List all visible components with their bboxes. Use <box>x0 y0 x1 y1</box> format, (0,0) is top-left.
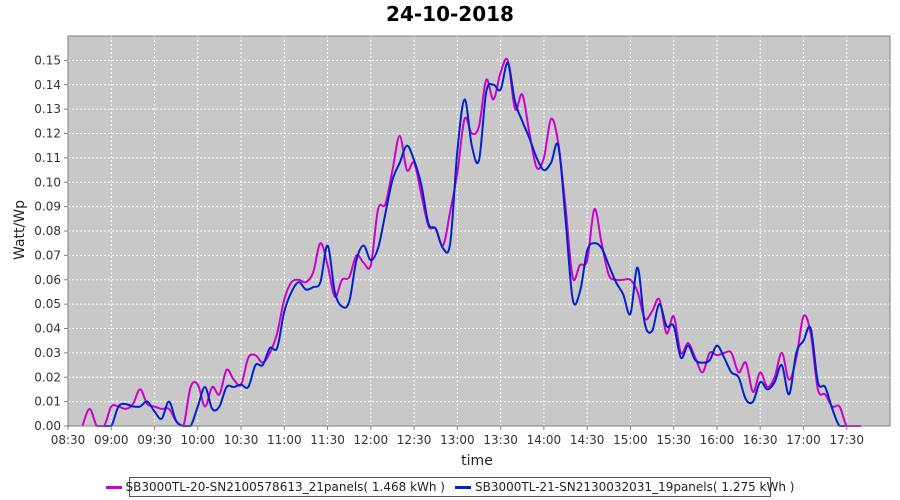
y-tick-label: 0.10 <box>34 175 61 189</box>
x-axis-label: time <box>461 453 493 469</box>
y-tick-label: 0.11 <box>34 151 61 165</box>
legend-label-series-2: SB3000TL-21-SN2130032031_19panels( 1.275… <box>475 480 795 494</box>
x-tick-label: 11:30 <box>310 433 345 447</box>
y-tick-label: 0.03 <box>34 346 61 360</box>
legend-label-series-1: SB3000TL-20-SN2100578613_21panels( 1.468… <box>125 480 445 494</box>
x-tick-label: 09:00 <box>94 433 129 447</box>
x-tick-label: 14:00 <box>527 433 562 447</box>
legend: SB3000TL-20-SN2100578613_21panels( 1.468… <box>105 477 794 497</box>
x-tick-label: 10:00 <box>180 433 215 447</box>
series-line-2 <box>104 61 847 427</box>
x-tick-label: 13:00 <box>440 433 475 447</box>
x-tick-label: 11:00 <box>267 433 302 447</box>
series-layer <box>81 57 862 427</box>
x-tick-label: 15:00 <box>613 433 648 447</box>
y-tick-label: 0.01 <box>34 395 61 409</box>
chart-title: 24-10-2018 <box>386 2 514 26</box>
series-line-1 <box>81 57 862 427</box>
y-tick-label: 0.08 <box>34 224 61 238</box>
y-tick-label: 0.12 <box>34 127 61 141</box>
legend-item-series-1: SB3000TL-20-SN2100578613_21panels( 1.468… <box>105 480 445 494</box>
y-tick-label: 0.02 <box>34 370 61 384</box>
legend-swatch-series-2 <box>455 485 471 489</box>
legend-swatch-series-1 <box>105 485 122 489</box>
y-tick-label: 0.14 <box>34 78 61 92</box>
y-tick-label: 0.15 <box>34 53 61 67</box>
x-tick-label: 09:30 <box>137 433 172 447</box>
x-axis: 08:30 09:00 09:30 10:00 10:30 11:00 11:30 12:00… <box>51 426 864 447</box>
y-tick-label: 0.13 <box>34 102 61 116</box>
x-tick-label: 17:00 <box>786 433 821 447</box>
y-axis-label: Watt/Wp <box>12 200 28 260</box>
y-tick-label: 0.05 <box>34 297 61 311</box>
x-tick-label: 12:30 <box>397 433 432 447</box>
x-tick-label: 17:30 <box>829 433 864 447</box>
y-axis: 0.00 0.01 0.02 0.03 0.04 0.05 0.06 0.07 0.08 0.09… <box>34 53 68 433</box>
y-tick-label: 0.07 <box>34 248 61 262</box>
x-tick-label: 15:30 <box>656 433 691 447</box>
y-tick-label: 0.00 <box>34 419 61 433</box>
x-tick-label: 16:30 <box>743 433 778 447</box>
y-tick-label: 0.04 <box>34 322 61 336</box>
x-tick-label: 10:30 <box>224 433 259 447</box>
y-tick-label: 0.06 <box>34 273 61 287</box>
x-tick-label: 13:30 <box>483 433 518 447</box>
x-tick-label: 16:00 <box>700 433 735 447</box>
y-tick-label: 0.09 <box>34 200 61 214</box>
x-tick-label: 14:30 <box>570 433 605 447</box>
legend-item-series-2: SB3000TL-21-SN2130032031_19panels( 1.275… <box>455 480 794 494</box>
x-tick-label: 12:00 <box>354 433 389 447</box>
x-tick-label: 08:30 <box>51 433 86 447</box>
plot-area <box>68 36 890 426</box>
